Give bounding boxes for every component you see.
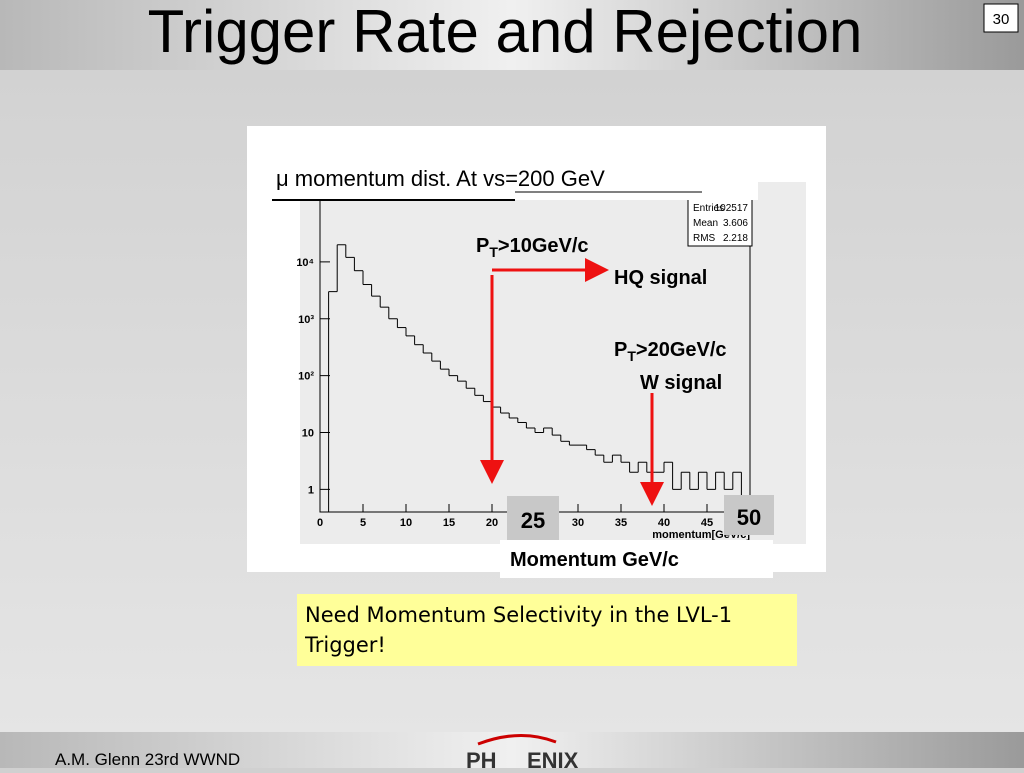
pt20-p: P <box>614 339 627 361</box>
heading-box <box>272 162 758 200</box>
page-number: 30 <box>993 11 1010 28</box>
x-tick-label: 5 <box>360 517 366 529</box>
y-tick-label: 10 <box>302 427 314 439</box>
slide-title: Trigger Rate and Rejection <box>148 0 863 65</box>
x-tick-label: 15 <box>443 517 455 529</box>
box-25-text: 25 <box>521 508 545 533</box>
x-tick-label: 0 <box>317 517 323 529</box>
y-tick-label: 1 <box>308 484 314 496</box>
y-tick-label: 10⁴ <box>296 257 314 269</box>
pt10-p: P <box>476 235 489 257</box>
footer: A.M. Glenn 23rd WWND <box>55 750 240 768</box>
y-tick-label: 10³ <box>298 314 314 326</box>
box-50 <box>724 495 774 535</box>
logo-right: ENIX <box>527 748 579 768</box>
note-box <box>297 594 797 666</box>
stats-label: Mean <box>693 218 718 229</box>
box-50-text: 50 <box>737 505 761 530</box>
x-tick-label: 10 <box>400 517 412 529</box>
momentum-label: Momentum GeV/c <box>510 549 679 571</box>
y-tick-label: 10² <box>298 371 314 383</box>
note-wrap: Need Momentum Selectivity in the LVL-1 T… <box>305 603 733 657</box>
x-tick-label: 45 <box>701 517 713 529</box>
note: Need Momentum Selectivity in the LVL-1 T… <box>305 603 733 657</box>
pt10-rest: >10GeV/c <box>498 235 589 257</box>
w-label: W signal <box>640 372 722 394</box>
title-bar <box>0 0 1024 70</box>
logo-left: PH <box>466 748 497 768</box>
x-tick-label: 35 <box>615 517 627 529</box>
x-tick-label: 30 <box>572 517 584 529</box>
momentum-box <box>500 540 773 578</box>
box-25 <box>507 496 559 540</box>
page-box <box>983 3 1019 33</box>
pt10-label: PT>10GeV/c <box>476 235 589 260</box>
plot-frame <box>319 194 751 513</box>
stats-value: 102517 <box>715 203 749 214</box>
stats-box <box>687 195 753 247</box>
hq-label: HQ signal <box>614 267 707 289</box>
pt20-label: PT>20GeV/c <box>614 339 727 364</box>
pt10-sub: T <box>489 244 498 260</box>
stats-label: Entries <box>693 203 724 214</box>
annotation-heading: μ momentum dist. At vs=200 GeV <box>276 166 605 191</box>
pt20-sub: T <box>627 348 636 364</box>
logo-swoosh <box>477 734 557 746</box>
stats-value: 2.218 <box>723 233 748 244</box>
stats-value: 3.606 <box>723 218 748 229</box>
x-tick-label: 40 <box>658 517 670 529</box>
x-tick-label: 20 <box>486 517 498 529</box>
stats-label: RMS <box>693 233 716 244</box>
pt20-rest: >20GeV/c <box>636 339 727 361</box>
footer-bar <box>0 732 1024 768</box>
